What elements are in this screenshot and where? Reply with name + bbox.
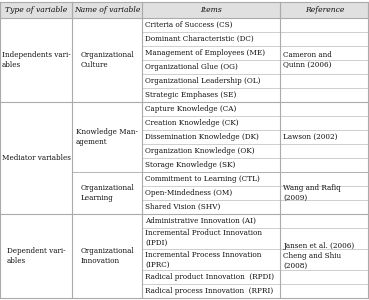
Text: Dependent vari-
ables: Dependent vari- ables bbox=[7, 247, 65, 265]
Text: Organizational Glue (OG): Organizational Glue (OG) bbox=[145, 63, 238, 71]
Text: Creation Knowledge (CK): Creation Knowledge (CK) bbox=[145, 119, 239, 127]
Text: Incremental Process Innovation
(IPRC): Incremental Process Innovation (IPRC) bbox=[145, 250, 262, 268]
Text: Open-Mindedness (OM): Open-Mindedness (OM) bbox=[145, 189, 232, 197]
Text: Organizational Leadership (OL): Organizational Leadership (OL) bbox=[145, 77, 261, 85]
Text: Dissemination Knowledge (DK): Dissemination Knowledge (DK) bbox=[145, 133, 259, 141]
Text: Reference: Reference bbox=[305, 6, 344, 14]
Text: Independents vari-
ables: Independents vari- ables bbox=[1, 51, 70, 69]
Text: Dominant Characteristic (DC): Dominant Characteristic (DC) bbox=[145, 35, 254, 43]
Text: Organizational
Culture: Organizational Culture bbox=[80, 51, 134, 69]
Text: Administrative Innovation (AI): Administrative Innovation (AI) bbox=[145, 217, 256, 225]
Text: Lawson (2002): Lawson (2002) bbox=[283, 133, 338, 141]
Text: Organizational
Innovation: Organizational Innovation bbox=[80, 247, 134, 265]
Text: Organizational
Learning: Organizational Learning bbox=[80, 184, 134, 202]
Text: Shared Vision (SHV): Shared Vision (SHV) bbox=[145, 203, 220, 211]
Bar bbox=[0, 2, 369, 18]
Text: Name of variable: Name of variable bbox=[74, 6, 140, 14]
Text: Commitment to Learning (CTL): Commitment to Learning (CTL) bbox=[145, 175, 260, 183]
Text: Mediator variables: Mediator variables bbox=[1, 154, 70, 162]
Text: Incremental Product Innovation
(IPDI): Incremental Product Innovation (IPDI) bbox=[145, 229, 262, 247]
Text: Organization Knowledge (OK): Organization Knowledge (OK) bbox=[145, 147, 255, 155]
Text: Radical product Innovation  (RPDI): Radical product Innovation (RPDI) bbox=[145, 273, 274, 281]
Text: Knowledge Man-
agement: Knowledge Man- agement bbox=[76, 128, 138, 146]
Text: Management of Employees (ME): Management of Employees (ME) bbox=[145, 49, 265, 57]
Text: Radical process Innovation  (RPRI): Radical process Innovation (RPRI) bbox=[145, 287, 273, 295]
Text: Capture Knowledge (CA): Capture Knowledge (CA) bbox=[145, 105, 237, 113]
Text: Criteria of Success (CS): Criteria of Success (CS) bbox=[145, 21, 232, 29]
Text: Type of variable: Type of variable bbox=[5, 6, 67, 14]
Text: Wang and Rafiq
(2009): Wang and Rafiq (2009) bbox=[283, 184, 341, 202]
Text: Storage Knowledge (SK): Storage Knowledge (SK) bbox=[145, 161, 235, 169]
Text: Items: Items bbox=[200, 6, 222, 14]
Text: Cameron and
Quinn (2006): Cameron and Quinn (2006) bbox=[283, 51, 332, 69]
Text: Strategic Emphases (SE): Strategic Emphases (SE) bbox=[145, 91, 237, 99]
Text: Jansen et al. (2006)
Cheng and Shiu
(2008): Jansen et al. (2006) Cheng and Shiu (200… bbox=[283, 242, 355, 270]
